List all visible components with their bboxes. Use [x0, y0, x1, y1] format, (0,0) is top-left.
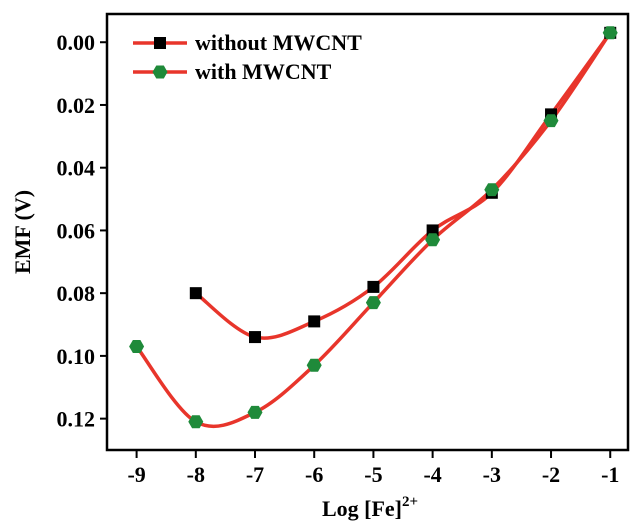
y-tick-label: 0.10	[57, 344, 96, 369]
x-tick-label: -4	[423, 462, 441, 487]
legend-marker	[154, 37, 166, 49]
y-tick-label: 0.02	[57, 93, 96, 118]
point	[543, 114, 559, 128]
y-tick-label: 0.08	[57, 281, 96, 306]
x-tick-label: -8	[187, 462, 205, 487]
point	[129, 340, 145, 353]
point	[247, 405, 263, 419]
x-tick-label: -3	[483, 462, 501, 487]
y-tick-label: 0.04	[57, 156, 96, 181]
point	[306, 358, 322, 372]
x-tick-label: -9	[127, 462, 145, 487]
point	[188, 415, 204, 429]
point	[249, 331, 262, 344]
point	[484, 183, 500, 197]
point	[189, 287, 202, 300]
plot-frame	[105, 12, 630, 452]
x-axis-label-sup: 2+	[402, 494, 418, 510]
y-tick-label: 0.00	[57, 30, 96, 55]
legend-marker	[152, 65, 168, 79]
point	[425, 233, 441, 247]
y-axis-title: EMF (V)	[10, 190, 35, 274]
y-tick-label: 0.06	[57, 218, 96, 243]
legend-label: with MWCNT	[195, 59, 332, 84]
x-axis-label: Log [Fe]	[322, 496, 402, 521]
legend-label: without MWCNT	[195, 30, 362, 55]
series-line	[135, 31, 612, 429]
point	[367, 280, 380, 293]
y-tick-label: 0.12	[57, 407, 96, 432]
x-axis-title: Log [Fe]2+	[322, 494, 418, 521]
x-tick-label: -1	[601, 462, 619, 487]
point	[308, 315, 321, 328]
x-tick-label: -5	[364, 462, 382, 487]
x-tick-label: -7	[246, 462, 264, 487]
point	[365, 296, 381, 310]
x-tick-label: -6	[305, 462, 323, 487]
x-tick-label: -2	[542, 462, 560, 487]
point	[602, 26, 618, 40]
